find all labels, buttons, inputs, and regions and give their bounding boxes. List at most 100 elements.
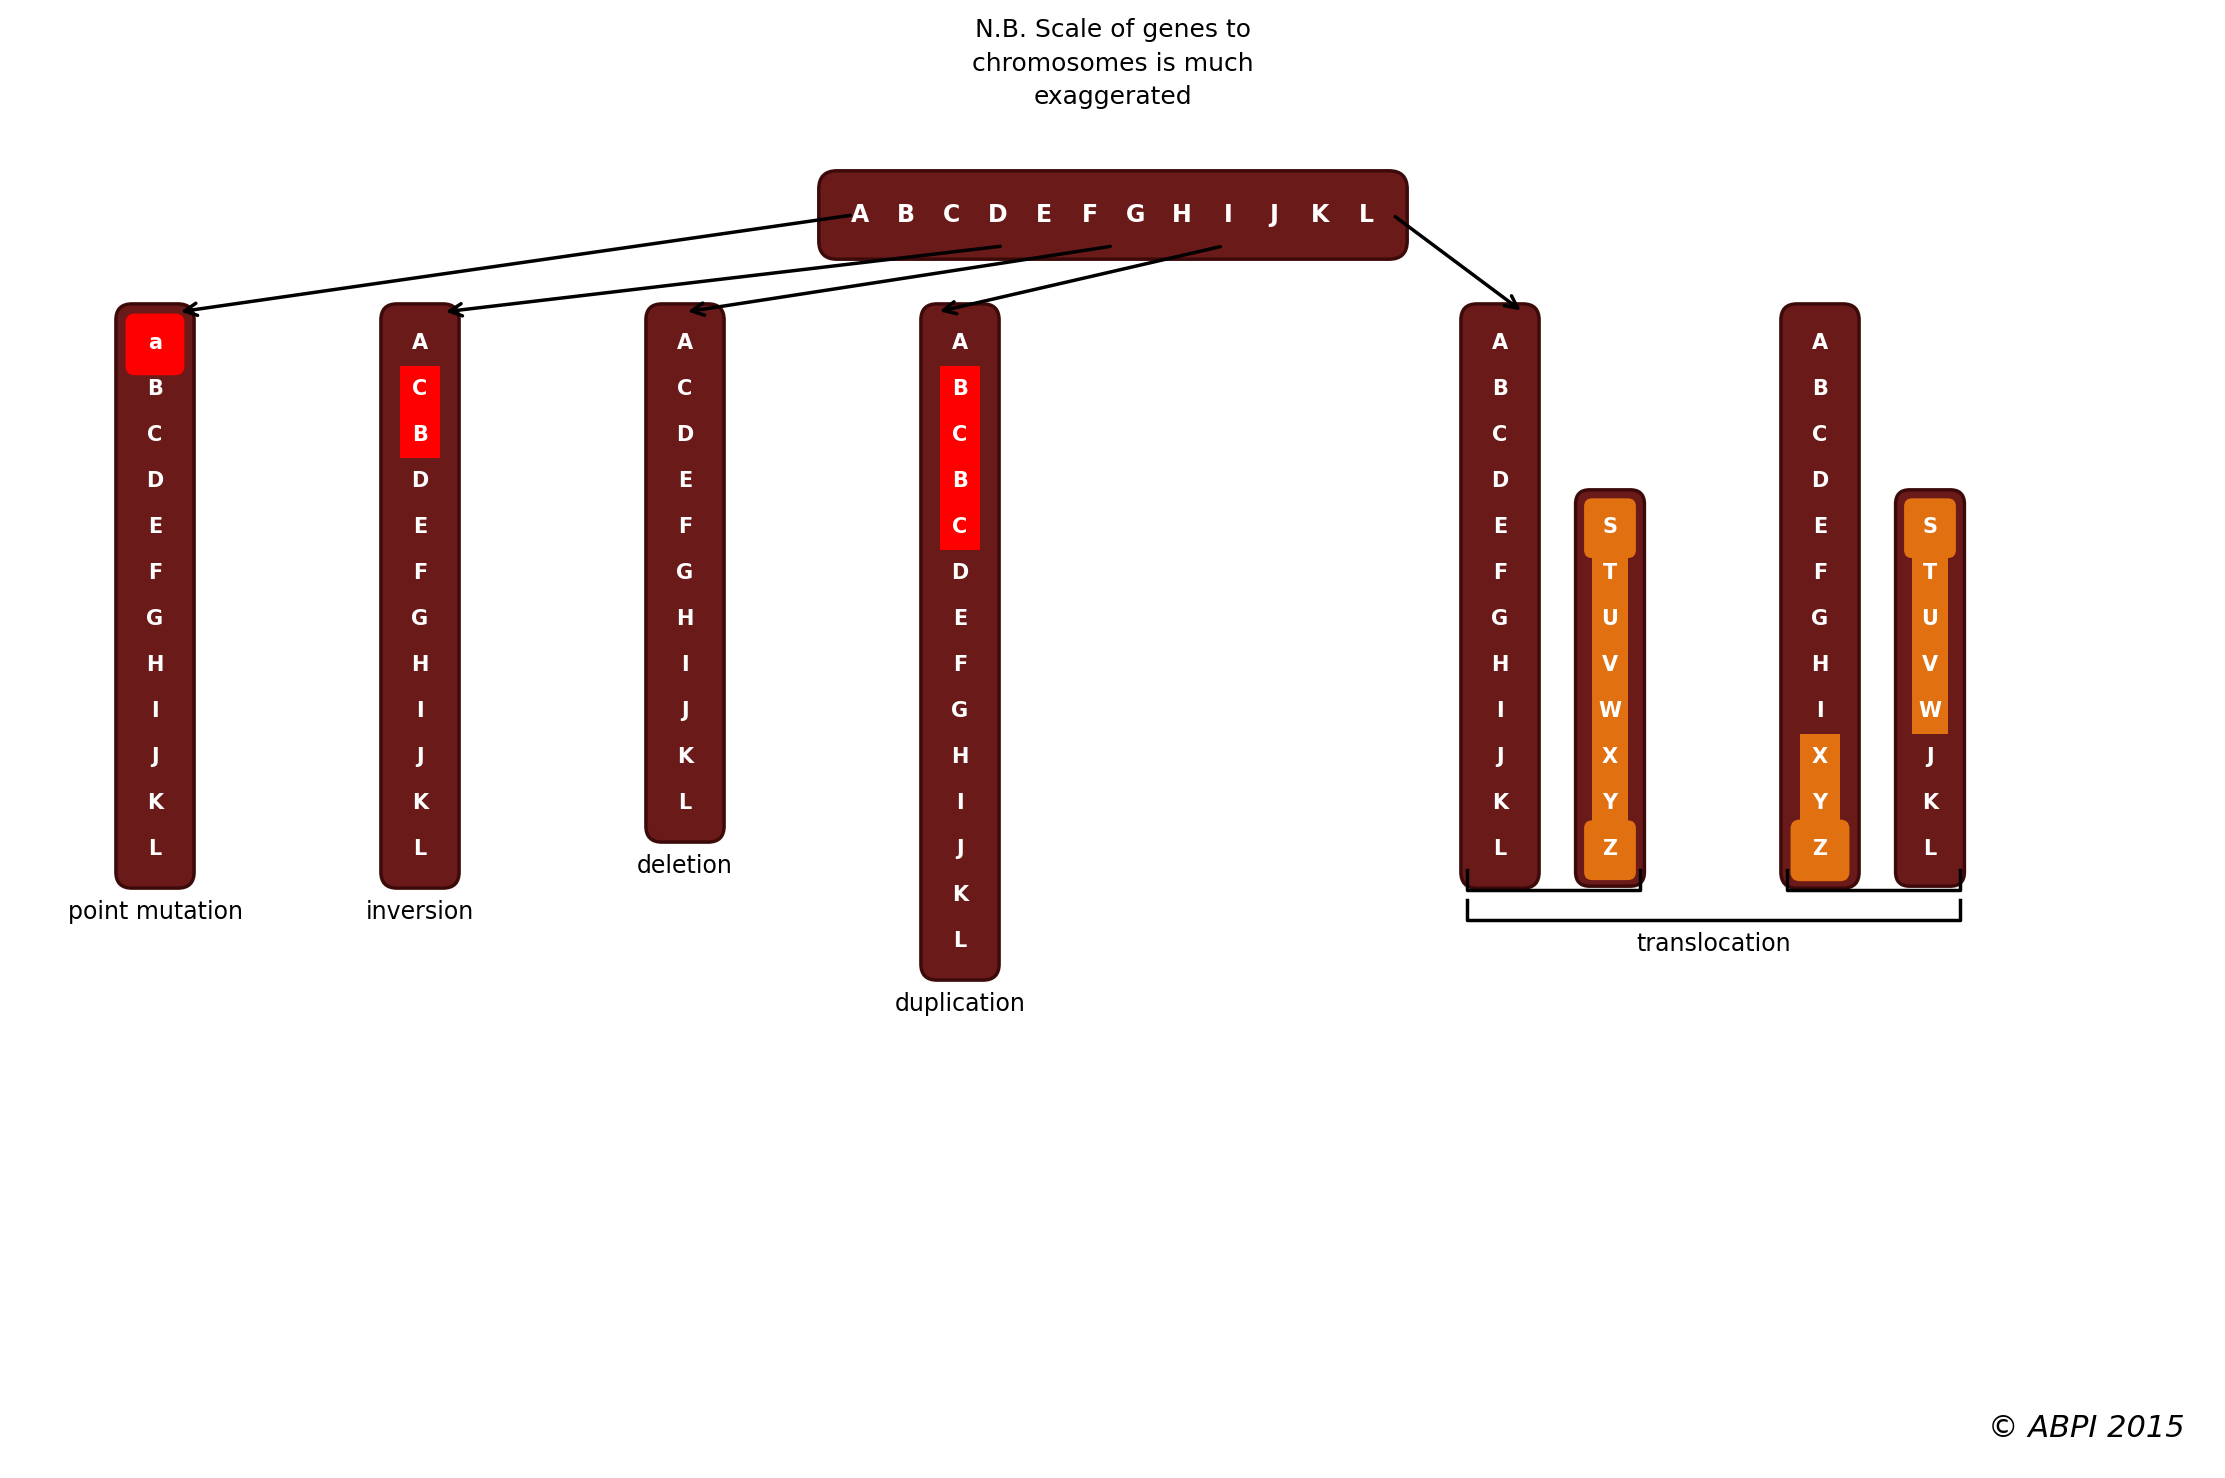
Text: F: F (1813, 563, 1827, 582)
Text: B: B (897, 202, 914, 228)
Text: I: I (151, 701, 158, 721)
FancyBboxPatch shape (400, 367, 441, 412)
Text: D: D (676, 426, 694, 445)
Text: V: V (1922, 655, 1938, 675)
Text: J: J (151, 746, 158, 767)
Text: K: K (952, 885, 968, 905)
Text: F: F (952, 655, 968, 675)
Text: T: T (1602, 563, 1618, 582)
Text: L: L (414, 840, 427, 859)
Text: J: J (1270, 202, 1279, 228)
Text: A: A (412, 333, 427, 353)
Text: W: W (1918, 701, 1942, 721)
Text: point mutation: point mutation (67, 900, 243, 924)
Text: G: G (1491, 609, 1509, 630)
Text: H: H (676, 609, 694, 630)
FancyBboxPatch shape (1575, 489, 1644, 887)
Text: F: F (147, 563, 162, 582)
FancyBboxPatch shape (1911, 596, 1947, 641)
Text: C: C (952, 517, 968, 537)
Text: T: T (1922, 563, 1938, 582)
Text: K: K (1311, 202, 1328, 228)
FancyBboxPatch shape (1593, 780, 1629, 826)
Text: D: D (988, 202, 1008, 228)
FancyBboxPatch shape (1584, 820, 1635, 879)
FancyBboxPatch shape (1593, 735, 1629, 780)
FancyBboxPatch shape (921, 304, 999, 980)
Text: J: J (1927, 746, 1934, 767)
Text: Y: Y (1813, 794, 1827, 813)
Text: S: S (1602, 517, 1618, 537)
Text: inversion: inversion (365, 900, 474, 924)
Text: H: H (1491, 655, 1509, 675)
Text: G: G (412, 609, 429, 630)
Text: C: C (943, 202, 961, 228)
Text: H: H (1173, 202, 1193, 228)
FancyBboxPatch shape (116, 304, 194, 888)
Text: H: H (952, 746, 968, 767)
Text: S: S (1922, 517, 1938, 537)
Text: A: A (952, 333, 968, 353)
Text: translocation: translocation (1635, 933, 1791, 956)
Text: D: D (1491, 471, 1509, 491)
Text: K: K (412, 794, 427, 813)
Text: L: L (679, 794, 692, 813)
Text: J: J (1495, 746, 1504, 767)
Text: D: D (1811, 471, 1829, 491)
FancyBboxPatch shape (1593, 550, 1629, 596)
FancyBboxPatch shape (939, 458, 981, 504)
Text: G: G (147, 609, 165, 630)
Text: D: D (412, 471, 429, 491)
Text: C: C (412, 378, 427, 399)
Text: A: A (676, 333, 692, 353)
Text: I: I (416, 701, 423, 721)
FancyBboxPatch shape (939, 367, 981, 412)
Text: I: I (1495, 701, 1504, 721)
FancyBboxPatch shape (380, 304, 458, 888)
Text: E: E (1493, 517, 1506, 537)
Text: H: H (412, 655, 429, 675)
Text: E: E (679, 471, 692, 491)
Text: U: U (1602, 609, 1618, 630)
Text: B: B (952, 378, 968, 399)
Text: D: D (952, 563, 968, 582)
Text: J: J (681, 701, 690, 721)
FancyBboxPatch shape (819, 171, 1406, 259)
FancyBboxPatch shape (1462, 304, 1540, 888)
Text: E: E (147, 517, 162, 537)
FancyBboxPatch shape (1791, 820, 1849, 881)
Text: C: C (1493, 426, 1509, 445)
Text: X: X (1602, 746, 1618, 767)
Text: © ABPI 2015: © ABPI 2015 (1989, 1414, 2185, 1443)
Text: G: G (1811, 609, 1829, 630)
Text: F: F (1493, 563, 1506, 582)
FancyBboxPatch shape (939, 412, 981, 458)
FancyBboxPatch shape (400, 412, 441, 458)
Text: A: A (1493, 333, 1509, 353)
Text: H: H (147, 655, 165, 675)
Text: Z: Z (1602, 840, 1618, 859)
Text: F: F (1081, 202, 1099, 228)
FancyBboxPatch shape (1911, 687, 1947, 735)
Text: I: I (1224, 202, 1233, 228)
FancyBboxPatch shape (1896, 489, 1965, 887)
Text: J: J (416, 746, 423, 767)
FancyBboxPatch shape (1911, 550, 1947, 596)
Text: U: U (1922, 609, 1938, 630)
Text: G: G (1126, 202, 1146, 228)
FancyBboxPatch shape (1593, 596, 1629, 641)
Text: L: L (1922, 840, 1936, 859)
Text: I: I (681, 655, 690, 675)
Text: I: I (1816, 701, 1824, 721)
Text: L: L (952, 931, 966, 950)
Text: K: K (676, 746, 692, 767)
FancyBboxPatch shape (1800, 735, 1840, 780)
FancyBboxPatch shape (645, 304, 723, 842)
Text: E: E (952, 609, 968, 630)
Text: F: F (679, 517, 692, 537)
Text: C: C (1813, 426, 1827, 445)
FancyBboxPatch shape (125, 313, 185, 375)
Text: L: L (1493, 840, 1506, 859)
Text: J: J (957, 840, 963, 859)
Text: E: E (414, 517, 427, 537)
